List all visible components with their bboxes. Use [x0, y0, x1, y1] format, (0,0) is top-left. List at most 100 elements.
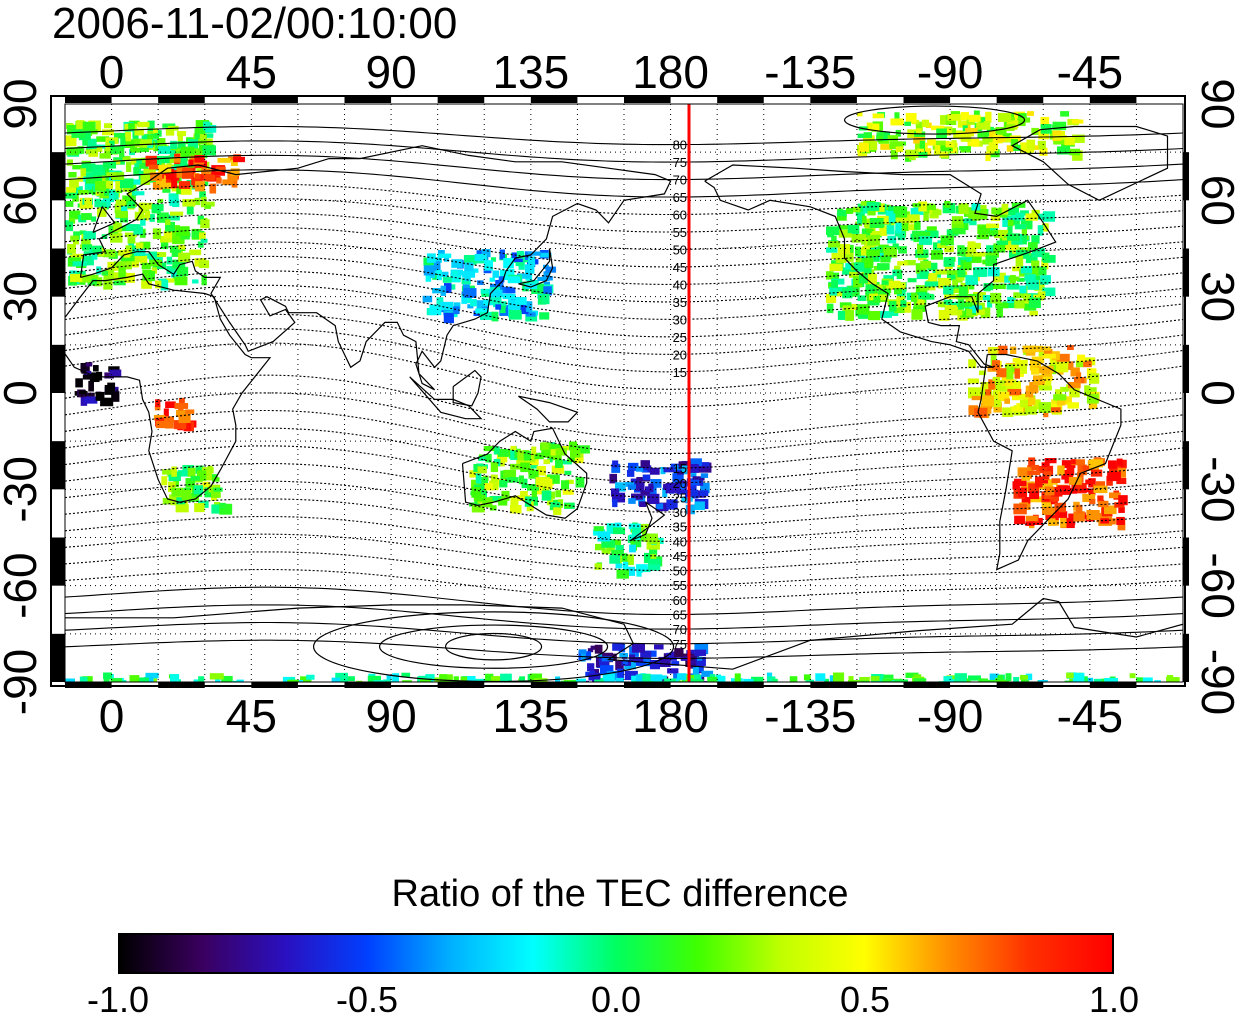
tec-cell: [440, 301, 454, 311]
tec-cell: [1023, 294, 1031, 302]
tec-cell: [125, 130, 132, 142]
tec-cell: [156, 420, 166, 429]
dip-contour: [65, 462, 1183, 513]
tec-cell: [543, 459, 550, 465]
tec-cell: [868, 311, 881, 321]
tec-cell: [144, 211, 151, 218]
tec-cell: [1070, 459, 1076, 465]
lon-label-bottom: -90: [917, 690, 983, 742]
dip-contour: [65, 284, 1183, 338]
tec-cell: [1042, 287, 1056, 297]
tec-cell: [1028, 483, 1040, 493]
tec-cell: [181, 168, 193, 179]
tec-cell: [555, 490, 562, 498]
tec-cell: [904, 259, 916, 266]
tec-cell: [1020, 265, 1033, 274]
tec-cell: [689, 464, 699, 473]
tec-cell: [838, 229, 852, 238]
tec-cell: [193, 148, 205, 157]
coastline: [629, 501, 666, 542]
tec-cell: [997, 112, 1012, 122]
tec-cell: [848, 303, 858, 310]
tec-cell: [678, 680, 685, 682]
tec-cell: [943, 257, 955, 267]
tec-cell: [1026, 139, 1036, 151]
tec-cell: [1034, 280, 1045, 291]
tec-cell: [633, 680, 646, 682]
tec-cell: [151, 130, 162, 137]
tec-cell: [1071, 134, 1085, 143]
tec-cell: [531, 283, 544, 294]
tec-cell: [951, 216, 964, 225]
tec-cell: [825, 293, 837, 303]
tec-cell: [95, 391, 105, 401]
tec-cell: [172, 259, 186, 269]
tec-cell: [195, 173, 206, 179]
tec-cell: [185, 409, 195, 414]
tec-cell: [219, 502, 226, 509]
contour-label: 15: [673, 365, 687, 380]
tec-cell: [473, 494, 486, 502]
tec-cell: [165, 420, 174, 429]
tec-cell: [1022, 218, 1033, 230]
tec-cell: [489, 277, 495, 282]
tec-cell: [689, 458, 702, 466]
dip-contour: [65, 270, 1183, 320]
tec-cell: [1006, 368, 1014, 380]
tec-cell: [888, 280, 901, 290]
tec-cell: [1021, 476, 1031, 481]
tec-cell: [230, 159, 238, 166]
frame-tick: [1183, 441, 1189, 490]
tec-cell: [1118, 459, 1127, 469]
tec-cell: [893, 206, 908, 218]
tec-cell: [176, 187, 186, 195]
tec-cell: [946, 271, 957, 281]
tec-cell: [236, 679, 244, 682]
tec-cell: [614, 522, 622, 529]
tec-cell: [75, 378, 83, 388]
tec-cell: [195, 465, 204, 474]
tec-cell: [485, 673, 494, 682]
tec-cell: [177, 141, 186, 149]
tec-cell: [505, 287, 516, 294]
tec-cell: [554, 459, 563, 468]
tec-cell: [1166, 677, 1180, 682]
colorbar-tick-label: -1.0: [86, 979, 150, 1020]
tec-cell: [163, 416, 175, 423]
tec-cell: [481, 249, 491, 258]
tec-cell: [879, 294, 887, 301]
tec-cell: [679, 483, 685, 490]
tec-cell: [524, 496, 532, 507]
tec-cell: [878, 311, 892, 318]
tec-cell: [81, 255, 94, 266]
tec-cell: [857, 251, 866, 260]
tec-cell: [199, 260, 210, 269]
tec-cell: [130, 147, 142, 153]
tec-cell: [1007, 388, 1022, 396]
tec-cell: [93, 365, 99, 372]
tec-cell: [1069, 388, 1080, 398]
tec-cell: [162, 469, 175, 475]
tec-cell: [766, 672, 773, 679]
tec-cell: [649, 660, 660, 670]
tec-cell: [207, 465, 213, 473]
tec-cell: [905, 672, 919, 678]
tec-cell: [147, 131, 155, 137]
colorbar-tick-label: 0.5: [839, 979, 891, 1020]
dip-contour: [65, 409, 1183, 469]
tec-cell: [1075, 372, 1082, 383]
tec-cell: [519, 273, 532, 279]
tec-cell: [69, 253, 84, 260]
tec-cell: [631, 643, 645, 653]
tec-cell: [1040, 277, 1049, 285]
tec-cell: [827, 231, 834, 238]
tec-cell: [1071, 483, 1082, 491]
tec-cell: [1018, 235, 1027, 245]
tec-cell: [211, 477, 220, 482]
frame-tick: [158, 682, 205, 688]
tec-cell: [402, 680, 412, 682]
tec-cell: [1014, 515, 1025, 525]
tec-cell: [1038, 680, 1048, 682]
tec-cell: [462, 271, 476, 278]
tec-cell: [148, 271, 155, 282]
